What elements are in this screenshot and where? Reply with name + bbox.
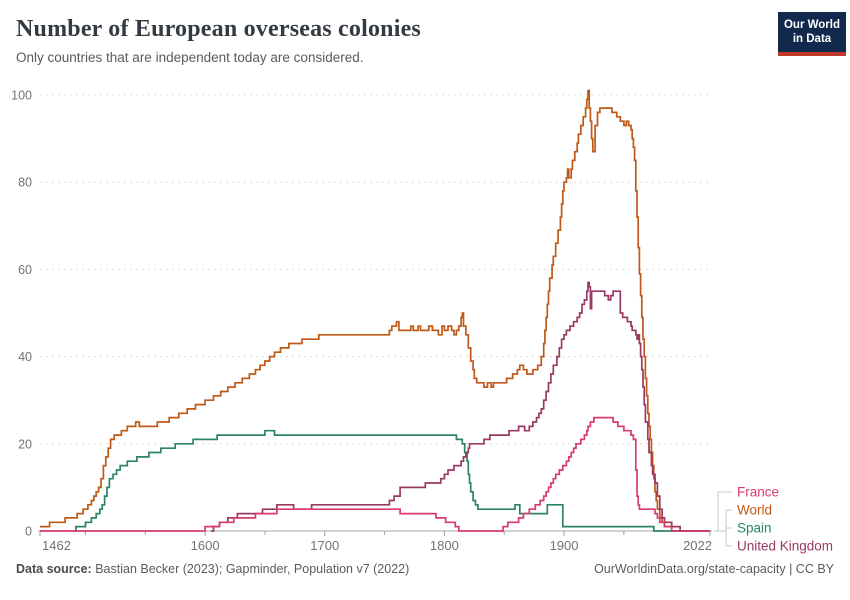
series-line-world[interactable] <box>40 89 710 532</box>
y-tick-label-20: 20 <box>18 437 32 451</box>
y-tick-label-100: 100 <box>11 89 32 103</box>
owid-logo: Our World in Data <box>778 12 846 56</box>
legend-connector-2 <box>718 509 732 547</box>
chart-subtitle: Only countries that are independent toda… <box>16 50 364 65</box>
owid-logo-accent-bar <box>778 52 846 56</box>
x-tick-label-1800: 1800 <box>430 538 459 553</box>
y-tick-label-80: 80 <box>18 176 32 190</box>
data-source-label: Data source: <box>16 562 92 576</box>
chart-canvas[interactable]: 0 20 40 60 80 100 1462 1600 1700 1800 1900 2022 Fran… <box>0 80 850 560</box>
legend-label-united-kingdom[interactable]: United Kingdom <box>737 539 833 554</box>
series-line-spain[interactable] <box>73 429 711 532</box>
y-tick-label-40: 40 <box>18 350 32 364</box>
legend-connector-1 <box>714 491 732 532</box>
license-note: OurWorldinData.org/state-capacity | CC B… <box>594 562 834 576</box>
x-tick-label-1462: 1462 <box>42 538 71 553</box>
x-tick-label-2022: 2022 <box>683 538 712 553</box>
legend-label-world[interactable]: World <box>737 503 772 518</box>
legend-label-france[interactable]: France <box>737 485 779 500</box>
y-tick-label-0: 0 <box>25 525 32 539</box>
x-tick-label-1700: 1700 <box>310 538 339 553</box>
page-title: Number of European overseas colonies <box>16 16 421 42</box>
data-source-note: Data source: Bastian Becker (2023); Gapm… <box>16 562 409 576</box>
data-source-text: Bastian Becker (2023); Gapminder, Popula… <box>91 562 410 576</box>
owid-logo-line1: Our World <box>783 18 840 31</box>
y-tick-label-60: 60 <box>18 263 32 277</box>
legend-label-spain[interactable]: Spain <box>737 521 772 536</box>
chart-footer: Data source: Bastian Becker (2023); Gapm… <box>0 562 850 576</box>
series-line-france[interactable] <box>40 416 710 532</box>
series-line-united-kingdom[interactable] <box>211 281 710 532</box>
x-tick-label-1900: 1900 <box>550 538 579 553</box>
owid-logo-line2: in Data <box>792 33 832 45</box>
x-tick-label-1600: 1600 <box>191 538 220 553</box>
